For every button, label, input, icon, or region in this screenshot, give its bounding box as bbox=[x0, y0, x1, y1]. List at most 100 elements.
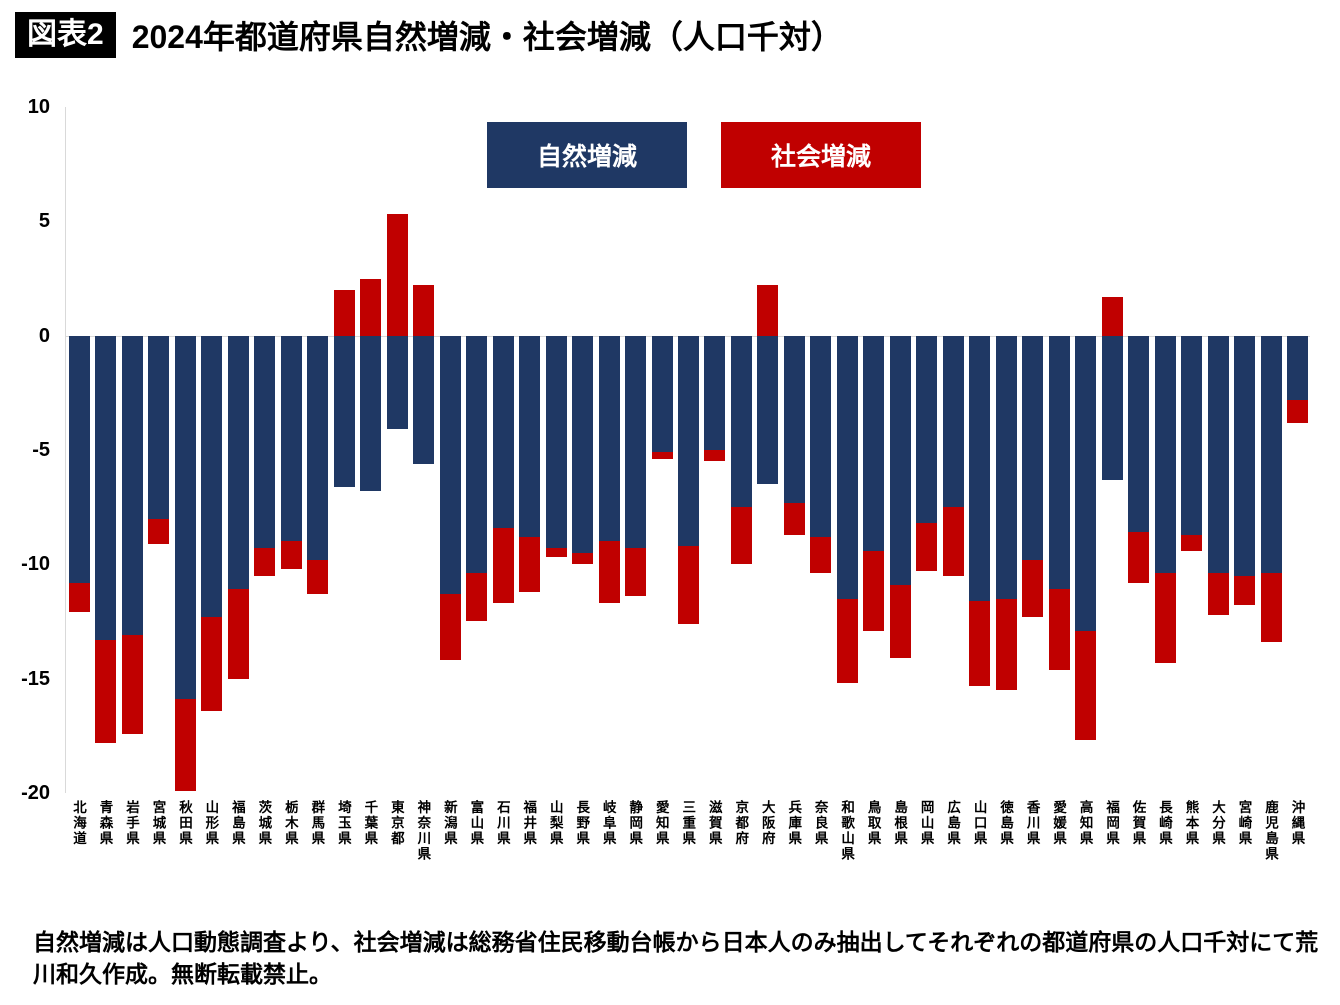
x-axis-label: 高知県 bbox=[1072, 800, 1098, 847]
bar-natural bbox=[1207, 335, 1229, 574]
legend: 自然増減 社会増減 bbox=[487, 122, 921, 188]
x-axis-label: 香川県 bbox=[1019, 800, 1045, 847]
bar-natural bbox=[836, 335, 858, 599]
x-axis-label: 埼玉県 bbox=[330, 800, 356, 847]
bar-social bbox=[1181, 534, 1203, 551]
bar-natural bbox=[360, 335, 382, 492]
prefecture-name: 宮崎県 bbox=[1236, 800, 1252, 847]
bar-social bbox=[95, 639, 117, 743]
prefecture-name: 富山県 bbox=[468, 800, 484, 847]
prefecture-name: 神奈川県 bbox=[415, 800, 431, 862]
x-axis-label: 福岡県 bbox=[1098, 800, 1124, 847]
bar-natural bbox=[1181, 335, 1203, 535]
x-axis-label: 秋田県 bbox=[171, 800, 197, 847]
bar-natural bbox=[863, 335, 885, 551]
prefecture-name: 栃木県 bbox=[282, 800, 298, 847]
bar-natural bbox=[227, 335, 249, 590]
x-axis-label: 山形県 bbox=[197, 800, 223, 847]
bar-natural bbox=[68, 335, 90, 583]
y-tick-label: -10 bbox=[21, 553, 50, 576]
x-axis-label: 長崎県 bbox=[1151, 800, 1177, 847]
bar-natural bbox=[1022, 335, 1044, 560]
bar-natural bbox=[783, 335, 805, 503]
prefecture-name: 鹿児島県 bbox=[1263, 800, 1278, 862]
bar-social bbox=[757, 285, 779, 336]
bar-natural bbox=[307, 335, 329, 560]
bar-natural bbox=[1101, 335, 1123, 480]
prefecture-name: 沖縄県 bbox=[1289, 800, 1305, 847]
bar-social bbox=[810, 536, 832, 574]
prefecture-name: 群馬県 bbox=[309, 800, 325, 847]
bar-social bbox=[227, 589, 249, 679]
bar-social bbox=[572, 552, 594, 565]
bar-natural bbox=[651, 335, 673, 453]
y-tick-label: 5 bbox=[38, 210, 50, 233]
bar-natural bbox=[1075, 335, 1097, 631]
bar-social bbox=[519, 536, 541, 592]
bar-social bbox=[1154, 573, 1176, 663]
bar-social bbox=[995, 598, 1017, 691]
prefecture-name: 山梨県 bbox=[547, 800, 563, 847]
prefecture-name: 宮城県 bbox=[150, 800, 166, 847]
y-tick-label: -5 bbox=[32, 439, 50, 461]
x-axis-label: 沖縄県 bbox=[1284, 800, 1310, 847]
prefecture-name: 岡山県 bbox=[918, 800, 934, 847]
prefecture-name: 広島県 bbox=[945, 800, 961, 847]
bar-social bbox=[1287, 399, 1309, 423]
x-axis-label: 岩手県 bbox=[118, 800, 144, 847]
bar-natural bbox=[757, 335, 779, 485]
prefecture-name: 秋田県 bbox=[176, 800, 192, 847]
x-axis-label: 東京都 bbox=[383, 800, 409, 847]
prefecture-name: 京都府 bbox=[733, 800, 749, 847]
prefecture-name: 大分県 bbox=[1210, 800, 1226, 847]
bar-natural bbox=[386, 335, 408, 430]
bar-natural bbox=[1128, 335, 1150, 533]
x-axis-label: 兵庫県 bbox=[780, 800, 806, 847]
prefecture-name: 静岡県 bbox=[627, 800, 643, 847]
bar-social bbox=[889, 584, 911, 659]
bar-natural bbox=[1048, 335, 1070, 590]
bar-social bbox=[254, 548, 276, 576]
prefecture-name: 香川県 bbox=[1024, 800, 1040, 847]
bar-natural bbox=[439, 335, 461, 595]
x-axis-label: 富山県 bbox=[462, 800, 488, 847]
y-tick-label: -20 bbox=[21, 782, 50, 804]
prefecture-name: 滋賀県 bbox=[706, 800, 722, 847]
bar-natural bbox=[572, 335, 594, 553]
bar-social bbox=[1207, 573, 1229, 615]
bar-social bbox=[333, 289, 355, 336]
bar-social bbox=[68, 582, 90, 613]
bar-natural bbox=[121, 335, 143, 636]
plot-area bbox=[65, 107, 1310, 793]
bar-natural bbox=[916, 335, 938, 524]
bar-social bbox=[969, 600, 991, 686]
bar-natural bbox=[1260, 335, 1282, 574]
prefecture-name: 長野県 bbox=[574, 800, 590, 847]
bar-social bbox=[651, 452, 673, 460]
x-axis-label: 佐賀県 bbox=[1125, 800, 1151, 847]
prefecture-name: 三重県 bbox=[680, 800, 696, 847]
bar-social bbox=[307, 559, 329, 595]
chart-title: 2024年都道府県自然増減・社会増減（人口千対） bbox=[131, 19, 843, 55]
bar-natural bbox=[625, 335, 647, 549]
bar-social bbox=[439, 594, 461, 661]
bar-natural bbox=[889, 335, 911, 585]
prefecture-name: 長崎県 bbox=[1157, 800, 1173, 847]
x-axis-label: 奈良県 bbox=[807, 800, 833, 847]
x-axis-label: 広島県 bbox=[939, 800, 965, 847]
bar-social bbox=[1101, 296, 1123, 336]
bar-social bbox=[492, 527, 514, 604]
prefecture-name: 福島県 bbox=[229, 800, 245, 847]
prefecture-name: 和歌山県 bbox=[839, 800, 855, 862]
bar-natural bbox=[704, 335, 726, 450]
x-axis-label: 群馬県 bbox=[303, 800, 329, 847]
x-axis-label: 福井県 bbox=[515, 800, 541, 847]
bar-natural bbox=[1154, 335, 1176, 574]
bar-social bbox=[201, 616, 223, 711]
bar-social bbox=[678, 546, 699, 624]
bar-natural bbox=[95, 335, 117, 640]
prefecture-name: 石川県 bbox=[494, 800, 510, 847]
prefecture-name: 岩手県 bbox=[123, 800, 139, 847]
bar-natural bbox=[201, 335, 223, 617]
bar-social bbox=[1022, 559, 1044, 617]
